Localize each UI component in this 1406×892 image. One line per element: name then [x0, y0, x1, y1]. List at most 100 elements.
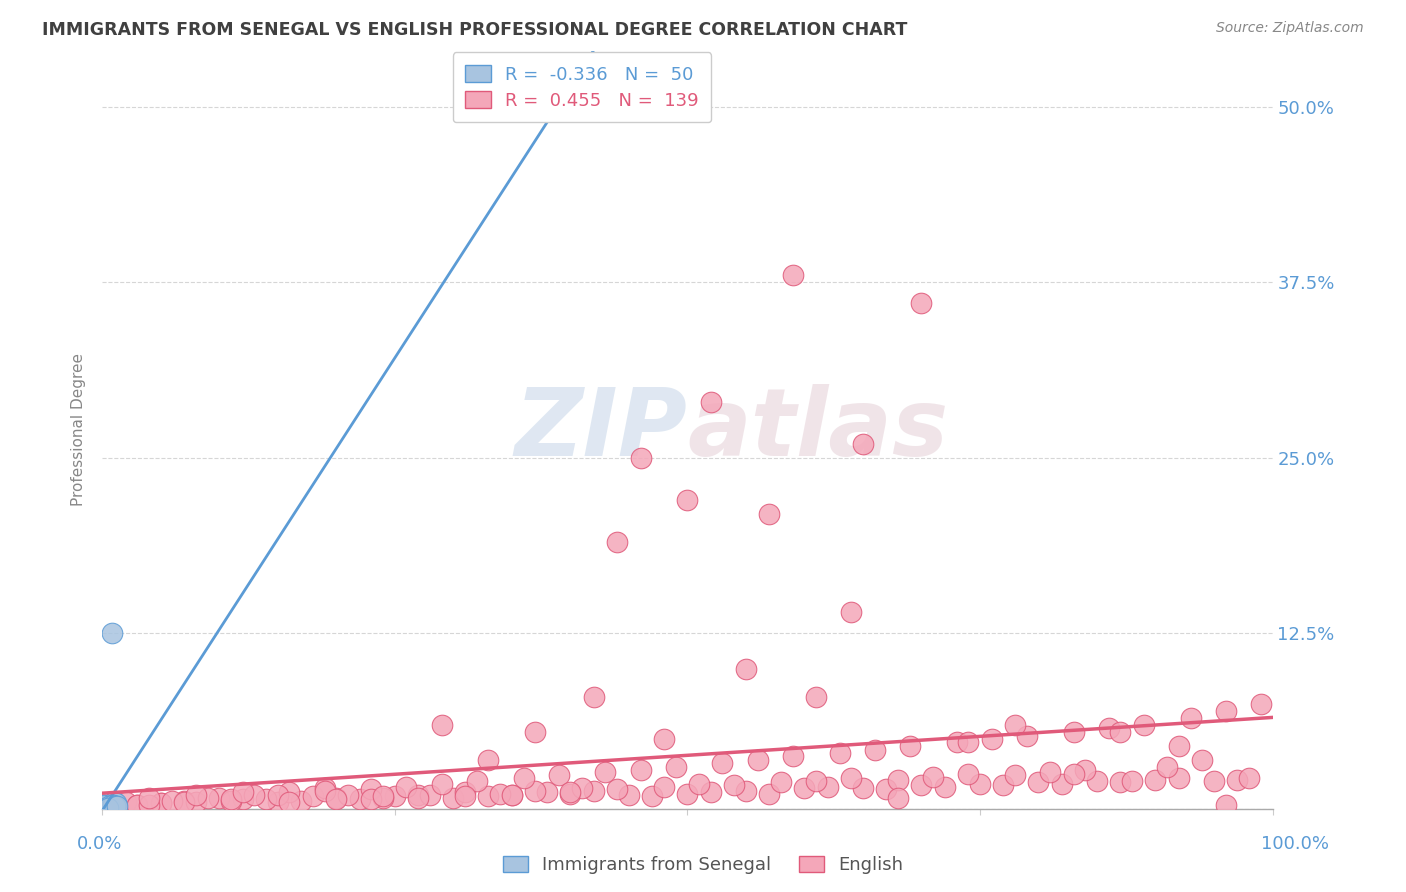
- Point: [93, 799, 115, 814]
- Text: 100.0%: 100.0%: [1261, 835, 1329, 853]
- Point: [278, 785, 301, 799]
- Point: [173, 795, 195, 809]
- Point: [243, 788, 266, 802]
- Point: [430, 777, 453, 791]
- Point: [93, 800, 115, 814]
- Point: [94, 802, 117, 816]
- Point: [96, 799, 118, 814]
- Point: [184, 788, 207, 802]
- Point: [94, 799, 117, 814]
- Point: [100, 797, 122, 812]
- Point: [524, 724, 547, 739]
- Point: [1050, 777, 1073, 791]
- Point: [93, 799, 115, 814]
- Point: [1063, 724, 1085, 739]
- Point: [582, 783, 605, 797]
- Point: [267, 795, 290, 809]
- Point: [1250, 697, 1272, 711]
- Point: [465, 773, 488, 788]
- Point: [138, 790, 160, 805]
- Point: [1167, 771, 1189, 785]
- Point: [957, 734, 980, 748]
- Point: [630, 450, 652, 465]
- Point: [138, 797, 160, 812]
- Point: [93, 799, 115, 814]
- Point: [104, 799, 127, 814]
- Point: [910, 296, 932, 310]
- Point: [254, 792, 277, 806]
- Point: [887, 772, 910, 787]
- Point: [501, 788, 523, 802]
- Point: [197, 790, 219, 805]
- Point: [406, 790, 429, 805]
- Point: [1226, 772, 1249, 787]
- Point: [314, 783, 336, 797]
- Point: [384, 789, 406, 804]
- Point: [536, 785, 558, 799]
- Point: [98, 799, 121, 814]
- Point: [93, 802, 115, 816]
- Point: [93, 802, 115, 816]
- Point: [793, 780, 815, 795]
- Point: [852, 437, 875, 451]
- Point: [1215, 797, 1237, 812]
- Point: [560, 787, 582, 801]
- Point: [325, 792, 347, 806]
- Point: [97, 797, 120, 812]
- Point: [371, 789, 394, 804]
- Point: [630, 763, 652, 777]
- Point: [103, 795, 125, 809]
- Point: [100, 626, 122, 640]
- Point: [96, 802, 118, 816]
- Point: [93, 797, 115, 812]
- Point: [1237, 771, 1260, 785]
- Point: [547, 768, 569, 782]
- Point: [267, 788, 290, 802]
- Point: [93, 799, 115, 814]
- Point: [454, 785, 477, 799]
- Point: [782, 268, 804, 283]
- Point: [96, 800, 118, 814]
- Point: [1167, 739, 1189, 753]
- Point: [93, 802, 115, 816]
- Point: [103, 795, 125, 809]
- Text: IMMIGRANTS FROM SENEGAL VS ENGLISH PROFESSIONAL DEGREE CORRELATION CHART: IMMIGRANTS FROM SENEGAL VS ENGLISH PROFE…: [42, 21, 907, 38]
- Point: [314, 780, 336, 795]
- Point: [711, 756, 734, 770]
- Point: [232, 785, 254, 799]
- Point: [105, 797, 128, 811]
- Point: [94, 800, 117, 814]
- Point: [606, 535, 628, 549]
- Point: [232, 792, 254, 806]
- Point: [278, 795, 301, 809]
- Point: [1215, 704, 1237, 718]
- Point: [94, 802, 117, 816]
- Point: [676, 787, 699, 801]
- Point: [945, 734, 967, 748]
- Point: [349, 792, 371, 806]
- Point: [395, 780, 418, 794]
- Point: [1039, 765, 1062, 780]
- Point: [828, 746, 851, 760]
- Point: [652, 780, 675, 794]
- Point: [93, 802, 115, 816]
- Point: [325, 790, 347, 805]
- Point: [1121, 773, 1143, 788]
- Point: [617, 788, 640, 802]
- Point: [910, 778, 932, 792]
- Text: Source: ZipAtlas.com: Source: ZipAtlas.com: [1216, 21, 1364, 35]
- Point: [582, 690, 605, 704]
- Point: [477, 789, 499, 804]
- Point: [1063, 767, 1085, 781]
- Point: [676, 493, 699, 508]
- Legend: Immigrants from Senegal, English: Immigrants from Senegal, English: [494, 847, 912, 883]
- Point: [98, 799, 121, 814]
- Point: [839, 771, 862, 785]
- Point: [219, 794, 242, 808]
- Point: [93, 797, 115, 812]
- Point: [606, 782, 628, 797]
- Point: [208, 790, 231, 805]
- Point: [360, 782, 382, 797]
- Point: [1109, 775, 1132, 789]
- Point: [93, 797, 115, 812]
